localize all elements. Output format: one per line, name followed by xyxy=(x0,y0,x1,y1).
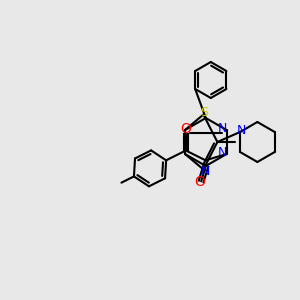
Text: N: N xyxy=(201,165,210,178)
Text: N: N xyxy=(236,124,246,137)
Text: N: N xyxy=(218,146,227,160)
Text: S: S xyxy=(200,106,208,119)
Text: N: N xyxy=(218,122,227,136)
Text: O: O xyxy=(195,175,206,189)
Text: O: O xyxy=(180,122,191,136)
